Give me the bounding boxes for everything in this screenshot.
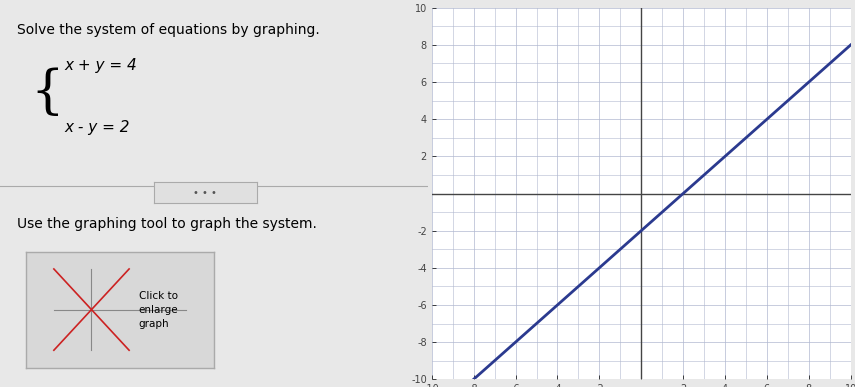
Text: Use the graphing tool to graph the system.: Use the graphing tool to graph the syste… bbox=[17, 217, 317, 231]
Text: x + y = 4: x + y = 4 bbox=[64, 58, 137, 73]
Text: • • •: • • • bbox=[193, 188, 217, 197]
Text: x - y = 2: x - y = 2 bbox=[64, 120, 130, 135]
Text: enlarge: enlarge bbox=[139, 305, 178, 315]
Text: graph: graph bbox=[139, 319, 169, 329]
Text: {: { bbox=[30, 67, 63, 118]
Text: Solve the system of equations by graphing.: Solve the system of equations by graphin… bbox=[17, 23, 320, 37]
Text: Click to: Click to bbox=[139, 291, 178, 301]
